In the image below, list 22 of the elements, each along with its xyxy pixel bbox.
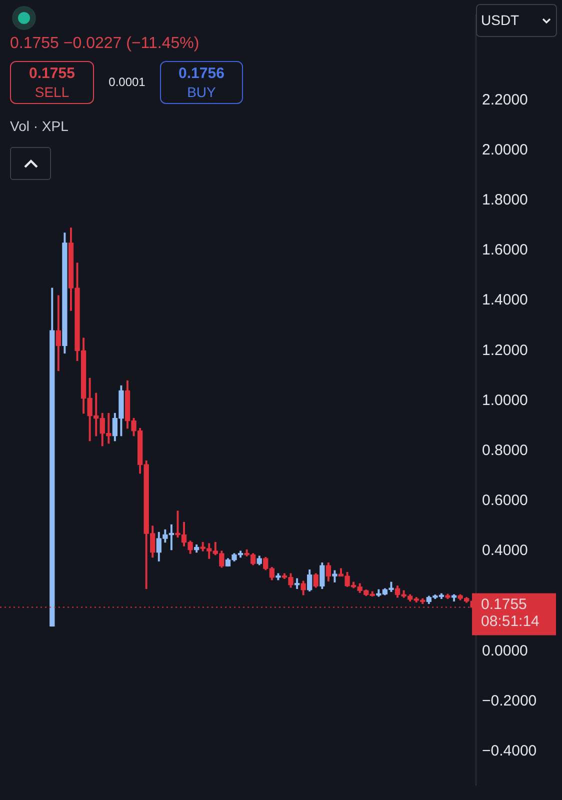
y-tick-label: 1.4000 — [482, 292, 528, 309]
y-tick-label: 1.8000 — [482, 192, 528, 208]
annotation: Vol · XPL — [10, 118, 70, 134]
y-tick-label: 0.4000 — [482, 542, 528, 560]
y-tick-label: 1.6000 — [482, 242, 528, 259]
y-tick-label: 2.0000 — [482, 141, 528, 158]
text: 0.1755 −0.0227 (−11.45%) — [10, 35, 200, 53]
y-tick-label: −0.4000 — [482, 742, 537, 760]
ref-line-label: 0.1755 08:51:14 — [481, 596, 540, 630]
y-tick-label: 0.8000 — [482, 442, 528, 459]
y-tick-label: 0.0000 — [482, 642, 528, 660]
annotation: BUY — [186, 84, 217, 100]
y-tick-label: 2.2000 — [482, 91, 528, 108]
text: USDT — [481, 12, 520, 28]
y-tick-label: 0.6000 — [482, 492, 528, 510]
annotation: 0.0001 — [108, 75, 146, 89]
y-tick-label: 1.2000 — [482, 342, 528, 359]
y-tick-label: −0.2000 — [482, 692, 537, 710]
y-tick-label: 1.0000 — [482, 392, 528, 409]
annotation: 0.1755 — [28, 65, 76, 82]
annotation: 0.1756 — [178, 65, 226, 82]
annotation: SELL — [34, 84, 70, 100]
